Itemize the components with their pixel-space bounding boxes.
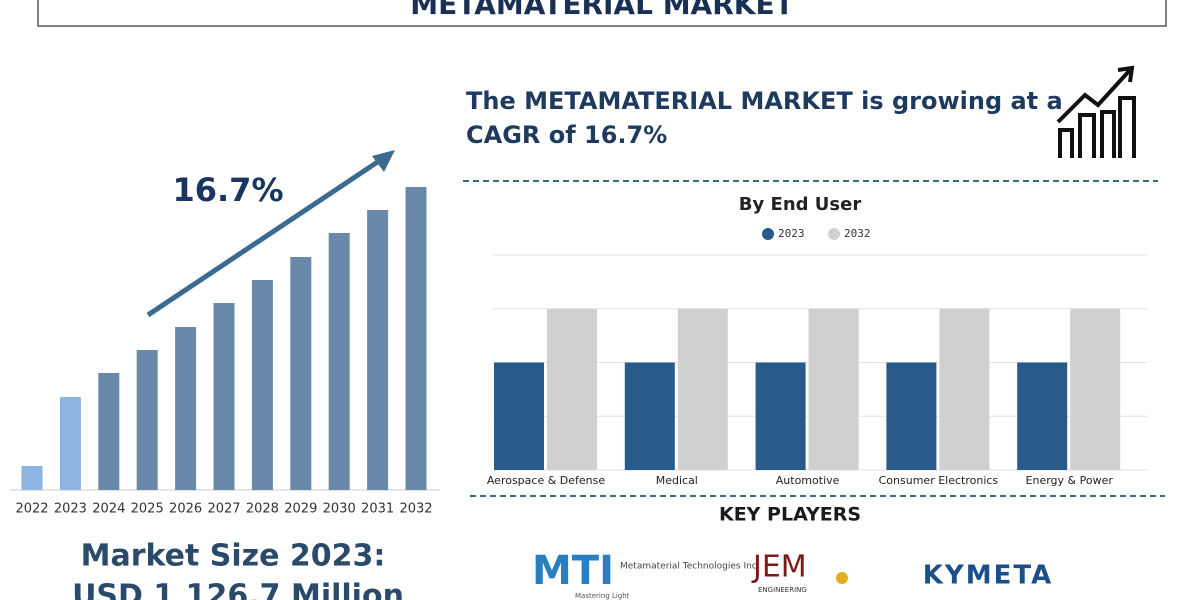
bar [328,233,350,490]
bar [21,466,43,490]
x-tick-label: Automotive [776,474,840,487]
headline: The METAMATERIAL MARKET is growing at a … [466,87,1063,149]
x-tick-label: 2022 [15,502,48,517]
x-tick-label: Energy & Power [1026,474,1114,487]
bar [213,303,235,490]
x-tick-label: 2032 [399,502,432,517]
bar [808,308,859,470]
legend-swatch [762,228,774,240]
legend-label: 2032 [844,227,871,240]
logo-text: Metamaterial Technologies Inc. [620,562,760,572]
growth-icon [1056,65,1136,158]
bar [290,257,312,490]
logo-mti: MTI Metamaterial Technologies Inc. Maste… [532,548,760,600]
cagr-annotation: 16.7% [172,171,283,209]
logo-kymeta: KYMETA [923,561,1053,591]
x-tick-label: 2030 [323,502,356,517]
arrow-head [372,150,395,172]
bar [677,308,728,470]
logo-jem: JEM ENGINEERING [751,550,848,594]
legend-label: 2023 [778,227,805,240]
bar [886,362,937,470]
page-title: METAMATERIAL MARKET [410,0,793,21]
x-tick-label: Consumer Electronics [879,474,999,487]
x-tick-label: 2024 [92,502,125,517]
bar [59,397,81,490]
bar [175,327,197,490]
bar [136,350,158,490]
bar [939,308,990,470]
bar [1070,308,1121,470]
x-tick-label: Medical [656,474,698,487]
logo-text: ENGINEERING [758,586,807,594]
market-size-value: USD 1,126.7 Million [72,579,404,600]
bar [547,308,597,470]
logo-name: JEM [751,550,807,585]
logo-tagline: Mastering Light [575,592,630,600]
x-tick-label: 2025 [131,502,164,517]
bar [624,362,675,470]
market-size-label: Market Size 2023: [81,539,386,574]
x-tick-label: 2029 [284,502,317,517]
bar [755,362,806,470]
x-tick-label: Aerospace & Defense [487,474,606,487]
legend-swatch [828,228,840,240]
bar [405,187,427,490]
bar [367,210,389,490]
bar [251,280,273,490]
x-tick-label: 2027 [207,502,240,517]
logo-mark [836,572,848,584]
key-players-title: KEY PLAYERS [719,504,861,526]
bar [494,362,544,470]
logo-name: MTI [532,548,614,594]
chart-title: By End User [739,194,862,215]
x-tick-label: 2031 [361,502,394,517]
x-tick-label: 2026 [169,502,202,517]
title-box [37,0,1167,27]
bar [98,373,120,490]
bar [1017,362,1068,470]
x-tick-label: 2023 [54,502,87,517]
x-tick-label: 2028 [246,502,279,517]
growth-arrow [146,154,387,318]
